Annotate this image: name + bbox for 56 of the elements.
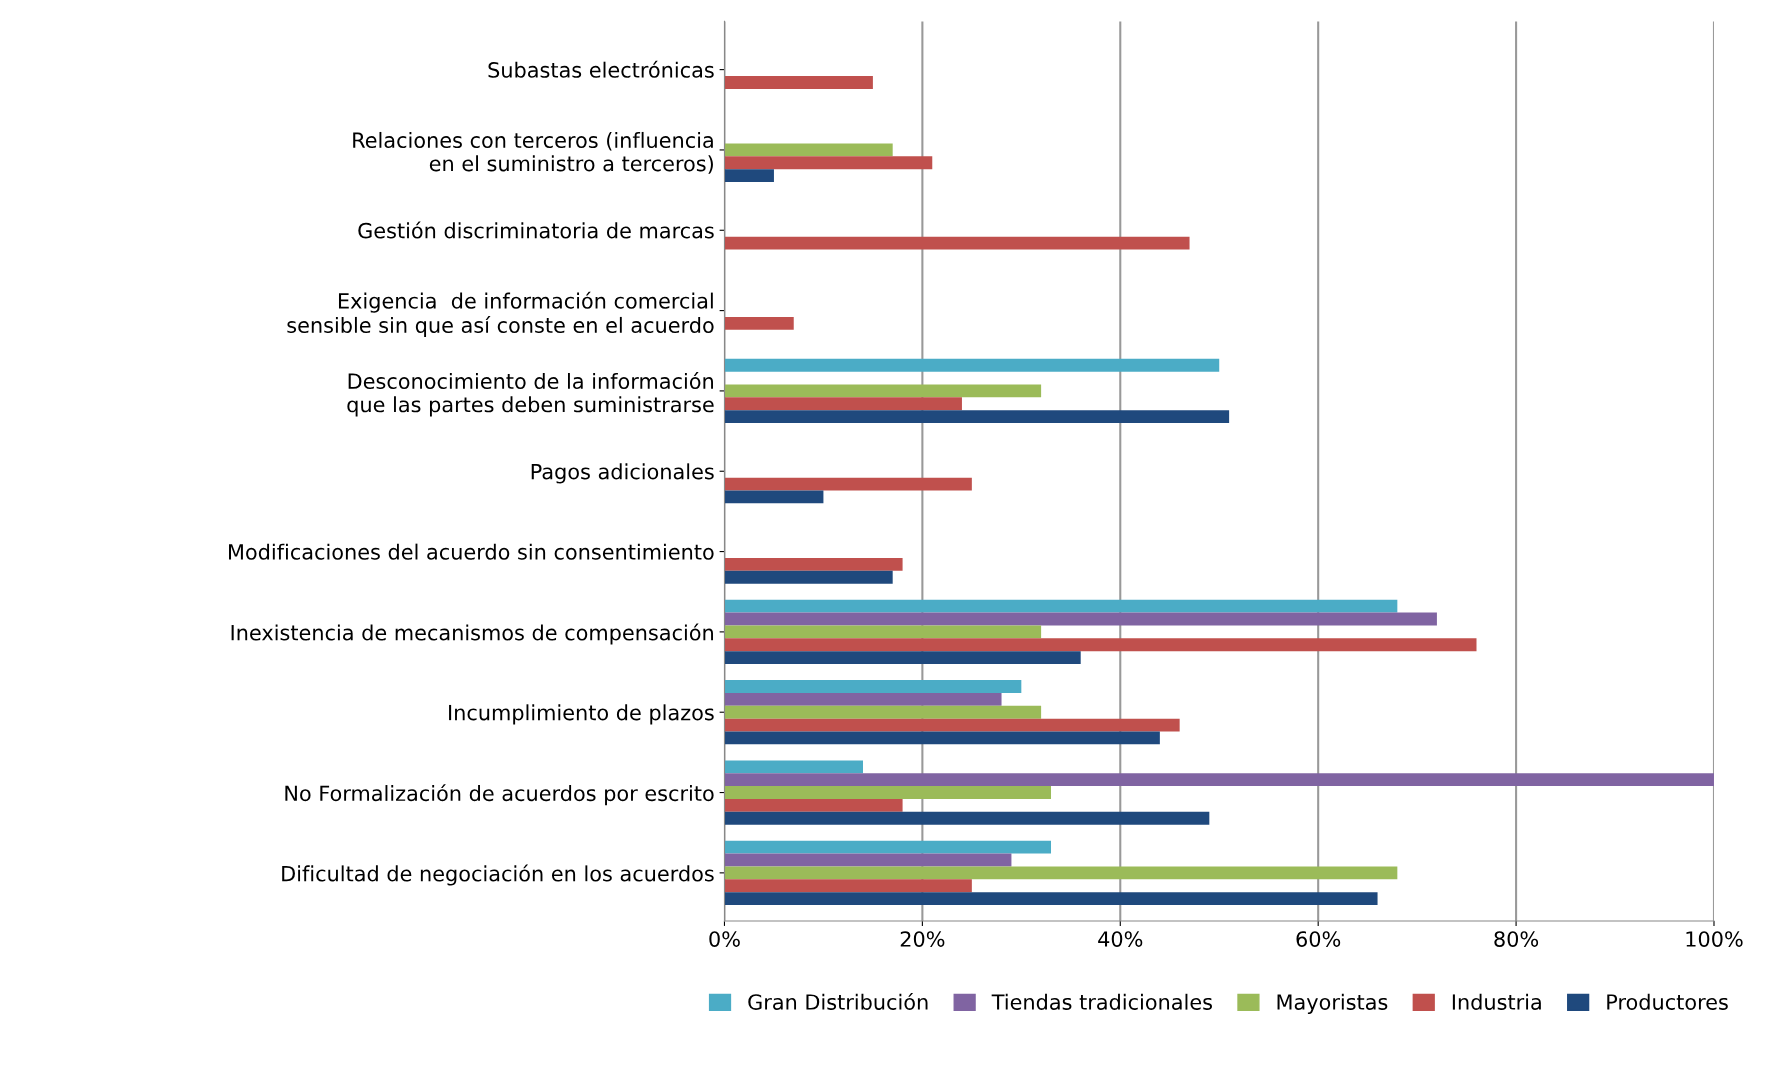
legend-label: Gran Distribución (748, 992, 928, 1010)
bar (724, 760, 863, 774)
legend-label: Industria (1452, 993, 1541, 1010)
bar (724, 143, 893, 157)
legend-label: Tiendas tradicionales (991, 993, 1212, 1010)
bar (724, 866, 1398, 880)
bar (724, 557, 903, 571)
x-tick-label: 20% (900, 931, 945, 947)
y-tick-label: Subastas electrónicas (488, 60, 714, 78)
x-tick-label: 60% (1296, 931, 1341, 947)
bar (724, 599, 1398, 613)
bar (724, 692, 1002, 706)
y-tick-label: Inexistencia de mecanismos de compensación (231, 623, 713, 645)
y-tick-label: Desconocimiento de la información que las partes deben suministrarse (347, 372, 714, 417)
bar (724, 879, 972, 893)
bar (724, 705, 1042, 719)
y-tick-label: Incumplimiento de plazos (449, 704, 714, 725)
bar (724, 490, 824, 504)
bar (724, 638, 1477, 652)
y-tick-label: Pagos adicionales (531, 463, 714, 484)
y-tick-label: Dificultad de negociación en los acuerdos (282, 864, 714, 886)
legend-label: Mayoristas (1277, 993, 1388, 1014)
x-tick-label: 40% (1098, 931, 1143, 947)
bar (724, 786, 1052, 799)
bar (724, 570, 893, 584)
y-tick-label: Modificaciones del acuerdo sin consentimiento (229, 543, 714, 560)
bar (724, 397, 962, 411)
bar (724, 169, 774, 183)
bar (724, 853, 1012, 867)
bar (724, 840, 1052, 854)
bar (724, 612, 1437, 626)
bar (724, 477, 972, 491)
x-tick-label: 100% (1686, 931, 1743, 947)
bar (724, 811, 1210, 825)
y-tick-label: Gestión discriminatoria de marcas (358, 221, 714, 239)
bar (724, 798, 903, 812)
bar (724, 156, 933, 170)
y-tick-label: Relaciones con terceros (influencia en el suministro a terceros) (353, 131, 713, 174)
legend-label: Productores (1607, 993, 1728, 1010)
bar (724, 731, 1160, 745)
bar (724, 680, 1022, 693)
bar (724, 892, 1378, 905)
x-tick-label: 80% (1494, 931, 1539, 947)
bar (724, 718, 1180, 732)
y-tick-label: No Formalización de acuerdos por escrito (285, 784, 714, 806)
bar (724, 625, 1042, 639)
bar (724, 358, 1220, 372)
bar (724, 236, 1190, 250)
bar (724, 773, 1714, 787)
bar (724, 384, 1042, 398)
y-tick-label: Exigencia de información comercial sensible sin que así conste en el acuerdo (287, 291, 714, 338)
bar (724, 317, 794, 330)
x-tick-label: 0% (709, 931, 740, 947)
bar (724, 651, 1081, 665)
bar (724, 76, 873, 89)
bar (724, 410, 1230, 424)
